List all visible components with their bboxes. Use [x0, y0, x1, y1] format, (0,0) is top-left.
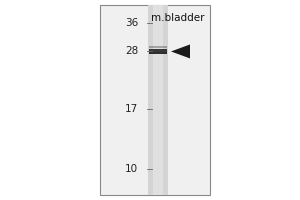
Text: m.bladder: m.bladder — [151, 13, 205, 23]
Bar — [148, 5, 168, 195]
Bar — [100, 5, 210, 195]
Bar — [149, 46, 167, 48]
Text: 10: 10 — [125, 164, 138, 174]
Bar — [149, 52, 167, 54]
Text: 36: 36 — [125, 18, 138, 28]
Bar — [153, 5, 163, 195]
Bar — [149, 49, 167, 54]
Polygon shape — [171, 44, 190, 58]
Text: 28: 28 — [125, 46, 138, 56]
Text: 17: 17 — [125, 104, 138, 114]
